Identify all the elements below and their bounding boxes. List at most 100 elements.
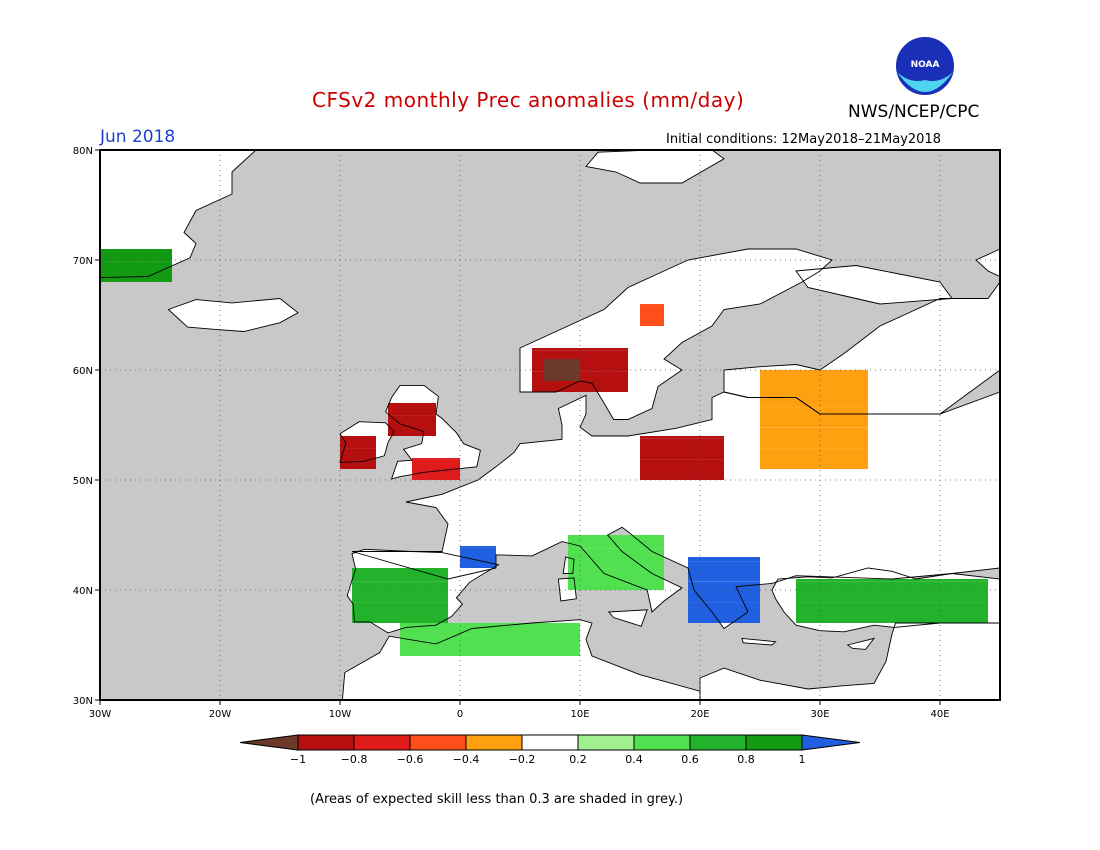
coast-continent xyxy=(351,391,1001,630)
anomaly-cell-iberia xyxy=(352,581,375,603)
anomaly-cell-central-scandinavia xyxy=(577,350,600,372)
anomaly-cell-pyrenees-france xyxy=(482,546,496,548)
colorbar-swatch xyxy=(409,734,467,751)
anomaly-cell-southern-england xyxy=(457,458,460,460)
coast-svalbard xyxy=(585,149,725,184)
colorbar-lower-arrow xyxy=(239,734,299,751)
anomaly-cell-iberia xyxy=(352,568,375,582)
anomaly-cell-balkans-greece xyxy=(733,561,756,582)
anomaly-cell-central-scandinavia xyxy=(622,348,628,351)
anomaly-cell-greenland-coast xyxy=(100,249,123,262)
anomaly-cell-northern-britain xyxy=(433,403,436,416)
anomaly-cell-belarus-russia xyxy=(782,370,805,387)
anomaly-cell-greenland-coast xyxy=(122,261,145,282)
colorbar-label: 1 xyxy=(799,753,806,766)
anomaly-cell-italy xyxy=(568,569,591,590)
anomaly-cell-turkey xyxy=(908,581,931,603)
anomaly-cell-northern-britain xyxy=(410,415,433,436)
colorbar-label: −0.6 xyxy=(397,753,424,766)
anomaly-cell-belarus-russia xyxy=(850,370,868,387)
anomaly-cell-turkey xyxy=(818,579,841,582)
chart-title: CFSv2 monthly Prec anomalies (mm/day) xyxy=(312,88,745,112)
anomaly-cell-central-sweden xyxy=(662,304,664,306)
anomaly-cell-turkey xyxy=(953,579,976,582)
lat-tick-label: 40N xyxy=(73,586,93,597)
anomaly-cell-greenland-coast xyxy=(167,249,172,262)
anomaly-cell-north-africa xyxy=(467,623,490,636)
anomaly-cell-turkey xyxy=(796,579,819,582)
anomaly-cell-north-africa xyxy=(512,623,535,636)
initial-conditions-label: Initial conditions: 12May2018–21May2018 xyxy=(666,132,941,147)
colorbar-label: 0.8 xyxy=(737,753,755,766)
land-greenland xyxy=(100,150,256,278)
anomaly-cell-ireland xyxy=(340,448,363,469)
anomaly-cell-central-scandinavia xyxy=(599,348,622,351)
anomaly-cell-turkey xyxy=(976,602,988,623)
anomaly-cell-belarus-russia xyxy=(805,407,828,428)
anomaly-cell-belarus-russia xyxy=(850,448,868,469)
anomaly-cell-northern-britain xyxy=(410,403,433,416)
anomaly-cell-balkans-greece xyxy=(733,581,756,603)
anomaly-cell-poland-germany xyxy=(685,438,708,460)
anomaly-cell-balkans-greece xyxy=(688,561,711,582)
anomaly-cell-balkans-greece xyxy=(710,581,733,603)
colorbar-label: 0.2 xyxy=(569,753,587,766)
anomaly-cell-italy xyxy=(568,548,591,570)
anomaly-cell-north-africa xyxy=(445,635,468,656)
anomaly-cell-iberia xyxy=(352,602,375,623)
anomaly-cell-ireland xyxy=(362,436,376,449)
anomaly-cell-turkey xyxy=(796,581,819,603)
anomaly-cell-belarus-russia xyxy=(827,407,850,428)
anomaly-cell-turkey xyxy=(841,579,864,582)
anomaly-cell-turkey xyxy=(863,579,886,582)
anomaly-cell-italy xyxy=(635,548,658,570)
anomaly-cell-belarus-russia xyxy=(805,427,828,449)
anomaly-cell-balkans-greece xyxy=(733,602,756,623)
anomaly-cell-belarus-russia xyxy=(850,407,868,428)
anomaly-cell-balkans-greece xyxy=(710,561,733,582)
logo-text: NOAA xyxy=(911,60,940,70)
anomaly-cell-iberia xyxy=(374,602,397,623)
anomaly-cell-poland-germany xyxy=(707,436,724,439)
anomaly-cell-balkans-greece xyxy=(688,602,711,623)
anomaly-cell-iberia xyxy=(419,568,442,582)
anomaly-cell-iberia xyxy=(374,581,397,603)
anomaly-cell-belarus-russia xyxy=(782,407,805,428)
colorbar-swatch xyxy=(745,734,803,751)
anomaly-cell-belarus-russia xyxy=(827,370,850,387)
anomaly-cell-iberia xyxy=(374,568,397,582)
coast-north-africa xyxy=(341,619,701,701)
coast-britain xyxy=(385,384,481,480)
axis-ticks: 30N 40N 50N 60N 70N 80N 30W 20W 10W 0 10E 20E 30E 40E xyxy=(73,146,950,720)
lon-tick-label: 30E xyxy=(810,709,829,720)
anomaly-cell-balkans-greece xyxy=(688,581,711,603)
anomaly-cell-turkey xyxy=(863,602,886,623)
anomaly-cell-greenland-coast xyxy=(145,249,168,262)
anomaly-cell-central-scandinavia xyxy=(532,348,555,351)
lat-tick-label: 50N xyxy=(73,476,93,487)
anomaly-cell-turkey xyxy=(818,581,841,603)
colorbar-swatch xyxy=(577,734,635,751)
anomaly-cell-turkey xyxy=(818,602,841,623)
anomaly-cell-poland-germany xyxy=(662,438,685,460)
colorbar-swatch xyxy=(353,734,411,751)
anomaly-cell-north-africa xyxy=(467,635,490,656)
agency-label: NWS/NCEP/CPC xyxy=(848,102,980,122)
anomaly-cell-italy xyxy=(613,548,636,570)
land-iceland xyxy=(168,298,298,332)
colorbar-label: −0.4 xyxy=(453,753,480,766)
lon-tick-label: 40E xyxy=(930,709,949,720)
anomaly-cell-italy xyxy=(658,535,664,549)
anomaly-cell-north-africa xyxy=(557,623,580,636)
anomaly-cell-turkey xyxy=(931,581,954,603)
anomaly-cell-poland-germany xyxy=(662,436,685,439)
anomaly-cell-iberia xyxy=(442,568,448,582)
anomaly-cell-poland-germany xyxy=(707,459,724,480)
anomaly-cell-north-africa xyxy=(400,623,423,636)
anomaly-cell-italy xyxy=(590,548,613,570)
anomaly-cell-southern-england xyxy=(412,458,435,460)
anomaly-cell-north-africa xyxy=(557,635,580,656)
anomaly-cell-belarus-russia xyxy=(760,427,783,449)
anomaly-cell-poland-germany xyxy=(662,459,685,480)
